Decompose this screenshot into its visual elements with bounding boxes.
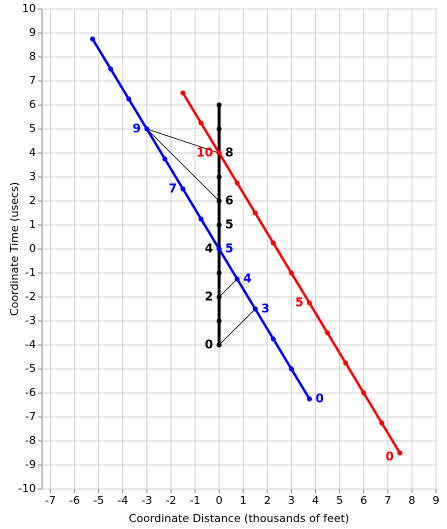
y-tick-label: 4 bbox=[29, 146, 36, 159]
point-label: 3 bbox=[261, 302, 269, 316]
x-tick-label: 6 bbox=[360, 494, 367, 507]
point bbox=[216, 342, 222, 348]
point-label: 6 bbox=[225, 194, 233, 208]
point bbox=[180, 186, 186, 192]
point bbox=[306, 300, 312, 306]
y-tick-label: -8 bbox=[25, 434, 36, 447]
point bbox=[216, 102, 222, 108]
x-axis-label: Coordinate Distance (thousands of feet) bbox=[129, 512, 349, 525]
point-label: 5 bbox=[295, 296, 303, 310]
x-tick-label: 0 bbox=[216, 494, 223, 507]
y-tick-label: 0 bbox=[29, 242, 36, 255]
point-label: 10 bbox=[196, 146, 213, 160]
point bbox=[90, 36, 96, 42]
x-tick-label: 9 bbox=[433, 494, 440, 507]
y-tick-label: 6 bbox=[29, 98, 36, 111]
y-tick-label: -1 bbox=[25, 266, 36, 279]
point-label: 4 bbox=[243, 272, 251, 286]
point bbox=[288, 366, 294, 372]
point bbox=[288, 270, 294, 276]
y-tick-label: 10 bbox=[22, 2, 36, 15]
point bbox=[216, 150, 222, 156]
y-tick-label: 7 bbox=[29, 74, 36, 87]
y-tick-label: -7 bbox=[25, 410, 36, 423]
x-tick-label: -6 bbox=[69, 494, 80, 507]
y-tick-label: -9 bbox=[25, 458, 36, 471]
point bbox=[343, 360, 349, 366]
point-label: 4 bbox=[205, 242, 213, 256]
y-tick-label: 1 bbox=[29, 218, 36, 231]
point-label: 8 bbox=[225, 146, 233, 160]
y-tick-label: -4 bbox=[25, 338, 36, 351]
y-tick-label: -5 bbox=[25, 362, 36, 375]
point bbox=[180, 90, 186, 96]
point-label: 5 bbox=[225, 242, 233, 256]
point bbox=[198, 216, 204, 222]
y-axis-label: Coordinate Time (usecs) bbox=[8, 182, 21, 316]
y-tick-label: -10 bbox=[18, 482, 36, 495]
x-tick-label: 4 bbox=[312, 494, 319, 507]
y-tick-label: 9 bbox=[29, 26, 36, 39]
x-tick-label: 5 bbox=[336, 494, 343, 507]
point bbox=[216, 174, 222, 180]
point bbox=[270, 336, 276, 342]
point bbox=[306, 396, 312, 402]
point bbox=[126, 96, 132, 102]
point bbox=[216, 126, 222, 132]
x-tick-label: 7 bbox=[384, 494, 391, 507]
point bbox=[108, 66, 114, 72]
point-label: 9 bbox=[132, 122, 140, 136]
point bbox=[162, 156, 168, 162]
point bbox=[216, 294, 222, 300]
point-label: 0 bbox=[385, 450, 393, 464]
y-tick-label: -6 bbox=[25, 386, 36, 399]
point-label: 5 bbox=[225, 218, 233, 232]
x-tick-label: 3 bbox=[288, 494, 295, 507]
x-tick-label: -4 bbox=[117, 494, 128, 507]
x-tick-label: 2 bbox=[264, 494, 271, 507]
y-tick-label: 5 bbox=[29, 122, 36, 135]
point-label: 0 bbox=[315, 392, 323, 406]
point bbox=[216, 246, 222, 252]
point bbox=[144, 126, 150, 132]
point-label: 7 bbox=[169, 182, 177, 196]
point bbox=[379, 420, 385, 426]
point-label: 0 bbox=[205, 338, 213, 352]
point bbox=[252, 210, 258, 216]
x-tick-label: 8 bbox=[408, 494, 415, 507]
point bbox=[216, 318, 222, 324]
point bbox=[397, 450, 403, 456]
point bbox=[216, 222, 222, 228]
point bbox=[234, 180, 240, 186]
point bbox=[216, 198, 222, 204]
y-tick-label: -2 bbox=[25, 290, 36, 303]
point bbox=[325, 330, 331, 336]
y-tick-label: 2 bbox=[29, 194, 36, 207]
y-tick-label: -3 bbox=[25, 314, 36, 327]
x-tick-label: -3 bbox=[141, 494, 152, 507]
y-tick-label: 8 bbox=[29, 50, 36, 63]
y-tick-label: 3 bbox=[29, 170, 36, 183]
point-label: 2 bbox=[205, 290, 213, 304]
point bbox=[234, 276, 240, 282]
point bbox=[198, 120, 204, 126]
x-tick-label: -2 bbox=[165, 494, 176, 507]
point bbox=[216, 270, 222, 276]
x-tick-label: -1 bbox=[190, 494, 201, 507]
point bbox=[270, 240, 276, 246]
point bbox=[252, 306, 258, 312]
x-tick-label: -5 bbox=[93, 494, 104, 507]
x-tick-label: 1 bbox=[240, 494, 247, 507]
point bbox=[361, 390, 367, 396]
x-tick-label: -7 bbox=[45, 494, 56, 507]
